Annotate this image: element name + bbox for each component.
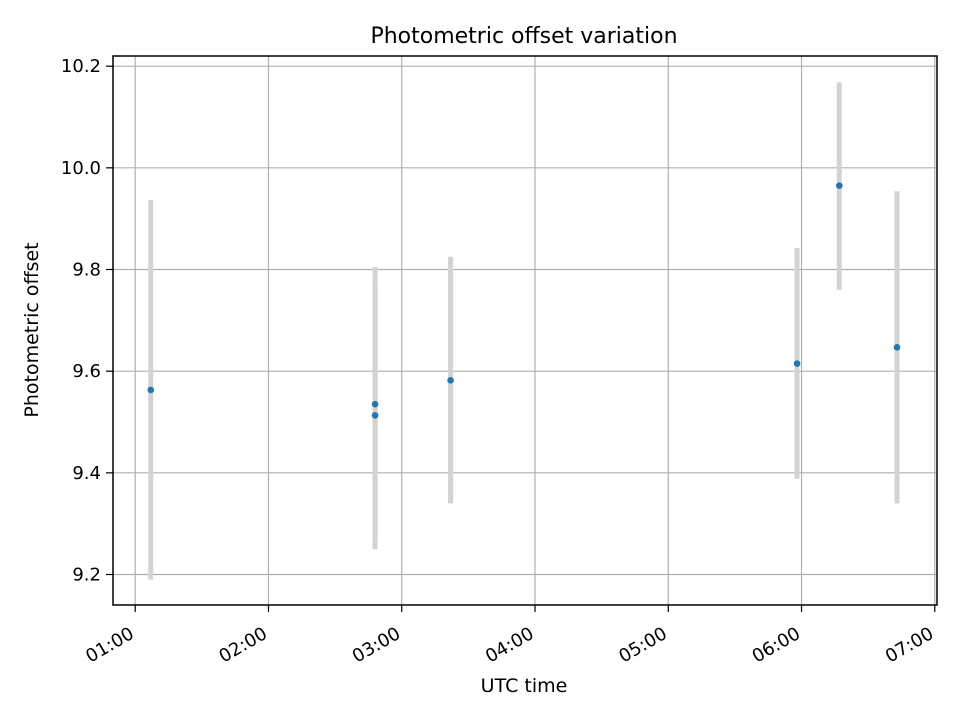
x-tick-label: 04:00 (482, 623, 537, 667)
data-point (371, 412, 379, 419)
data-point (447, 377, 454, 384)
data-point (835, 182, 843, 189)
x-axis-ticks: 01:00 02:00 03:00 04:00 05:00 06:00 07:00 (82, 605, 937, 667)
x-tick-label: 03:00 (349, 623, 404, 667)
plot-frame (112, 55, 938, 606)
y-tick-label: 10.0 (61, 158, 101, 179)
error-bars (148, 82, 900, 580)
x-tick-label: 07:00 (882, 623, 937, 667)
y-tick-label: 10.2 (61, 56, 101, 77)
chart-title: Photometric offset variation (370, 24, 677, 49)
data-point (371, 400, 379, 408)
data-point (793, 360, 801, 367)
x-tick-label: 06:00 (749, 623, 804, 667)
y-axis-label: Photometric offset (21, 242, 43, 417)
grid-lines (113, 56, 937, 605)
x-tick-label: 05:00 (615, 623, 670, 667)
y-tick-label: 9.8 (72, 260, 101, 281)
x-axis-label: UTC time (481, 675, 568, 697)
x-tick-label: 01:00 (82, 623, 137, 667)
x-tick-label: 02:00 (216, 623, 271, 667)
data-points (147, 182, 901, 419)
y-axis-ticks: 9.2 9.4 9.6 9.8 10.0 10.2 (61, 56, 113, 586)
data-point (147, 386, 155, 394)
y-tick-label: 9.2 (72, 565, 101, 586)
data-point (893, 343, 901, 351)
y-tick-label: 9.6 (72, 361, 101, 382)
y-tick-label: 9.4 (72, 463, 101, 484)
